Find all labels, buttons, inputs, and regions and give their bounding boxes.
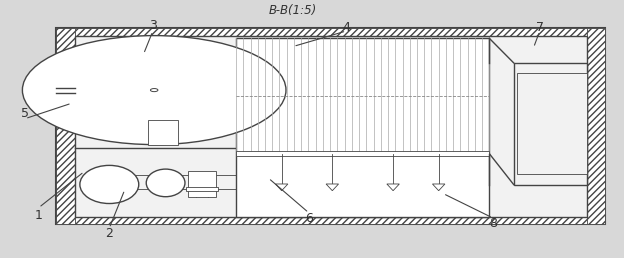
Text: 2: 2 bbox=[105, 227, 113, 240]
Bar bbox=[517, 73, 587, 174]
Bar bbox=[188, 171, 216, 197]
Bar bbox=[148, 120, 178, 144]
Ellipse shape bbox=[80, 165, 139, 204]
Polygon shape bbox=[275, 184, 288, 191]
Bar bbox=[56, 28, 605, 36]
Bar bbox=[56, 217, 605, 224]
Bar bbox=[587, 28, 605, 224]
Text: 7: 7 bbox=[536, 21, 544, 34]
Text: 5: 5 bbox=[21, 107, 29, 120]
Circle shape bbox=[150, 88, 158, 92]
Polygon shape bbox=[387, 184, 399, 191]
Text: B-B(1:5): B-B(1:5) bbox=[269, 4, 318, 17]
Text: 8: 8 bbox=[489, 217, 497, 230]
Bar bbox=[236, 154, 489, 217]
Bar bbox=[236, 38, 489, 154]
Text: 4: 4 bbox=[343, 21, 350, 34]
Circle shape bbox=[22, 36, 286, 144]
Text: 1: 1 bbox=[35, 209, 42, 222]
Polygon shape bbox=[326, 184, 339, 191]
Text: 6: 6 bbox=[305, 212, 313, 224]
Bar bbox=[236, 151, 489, 156]
Polygon shape bbox=[432, 184, 445, 191]
Bar bbox=[56, 28, 75, 224]
Bar bbox=[514, 63, 587, 184]
Bar bbox=[185, 187, 218, 191]
Bar bbox=[75, 36, 587, 217]
Ellipse shape bbox=[146, 169, 185, 197]
Text: 3: 3 bbox=[149, 19, 157, 32]
Bar bbox=[56, 28, 605, 224]
